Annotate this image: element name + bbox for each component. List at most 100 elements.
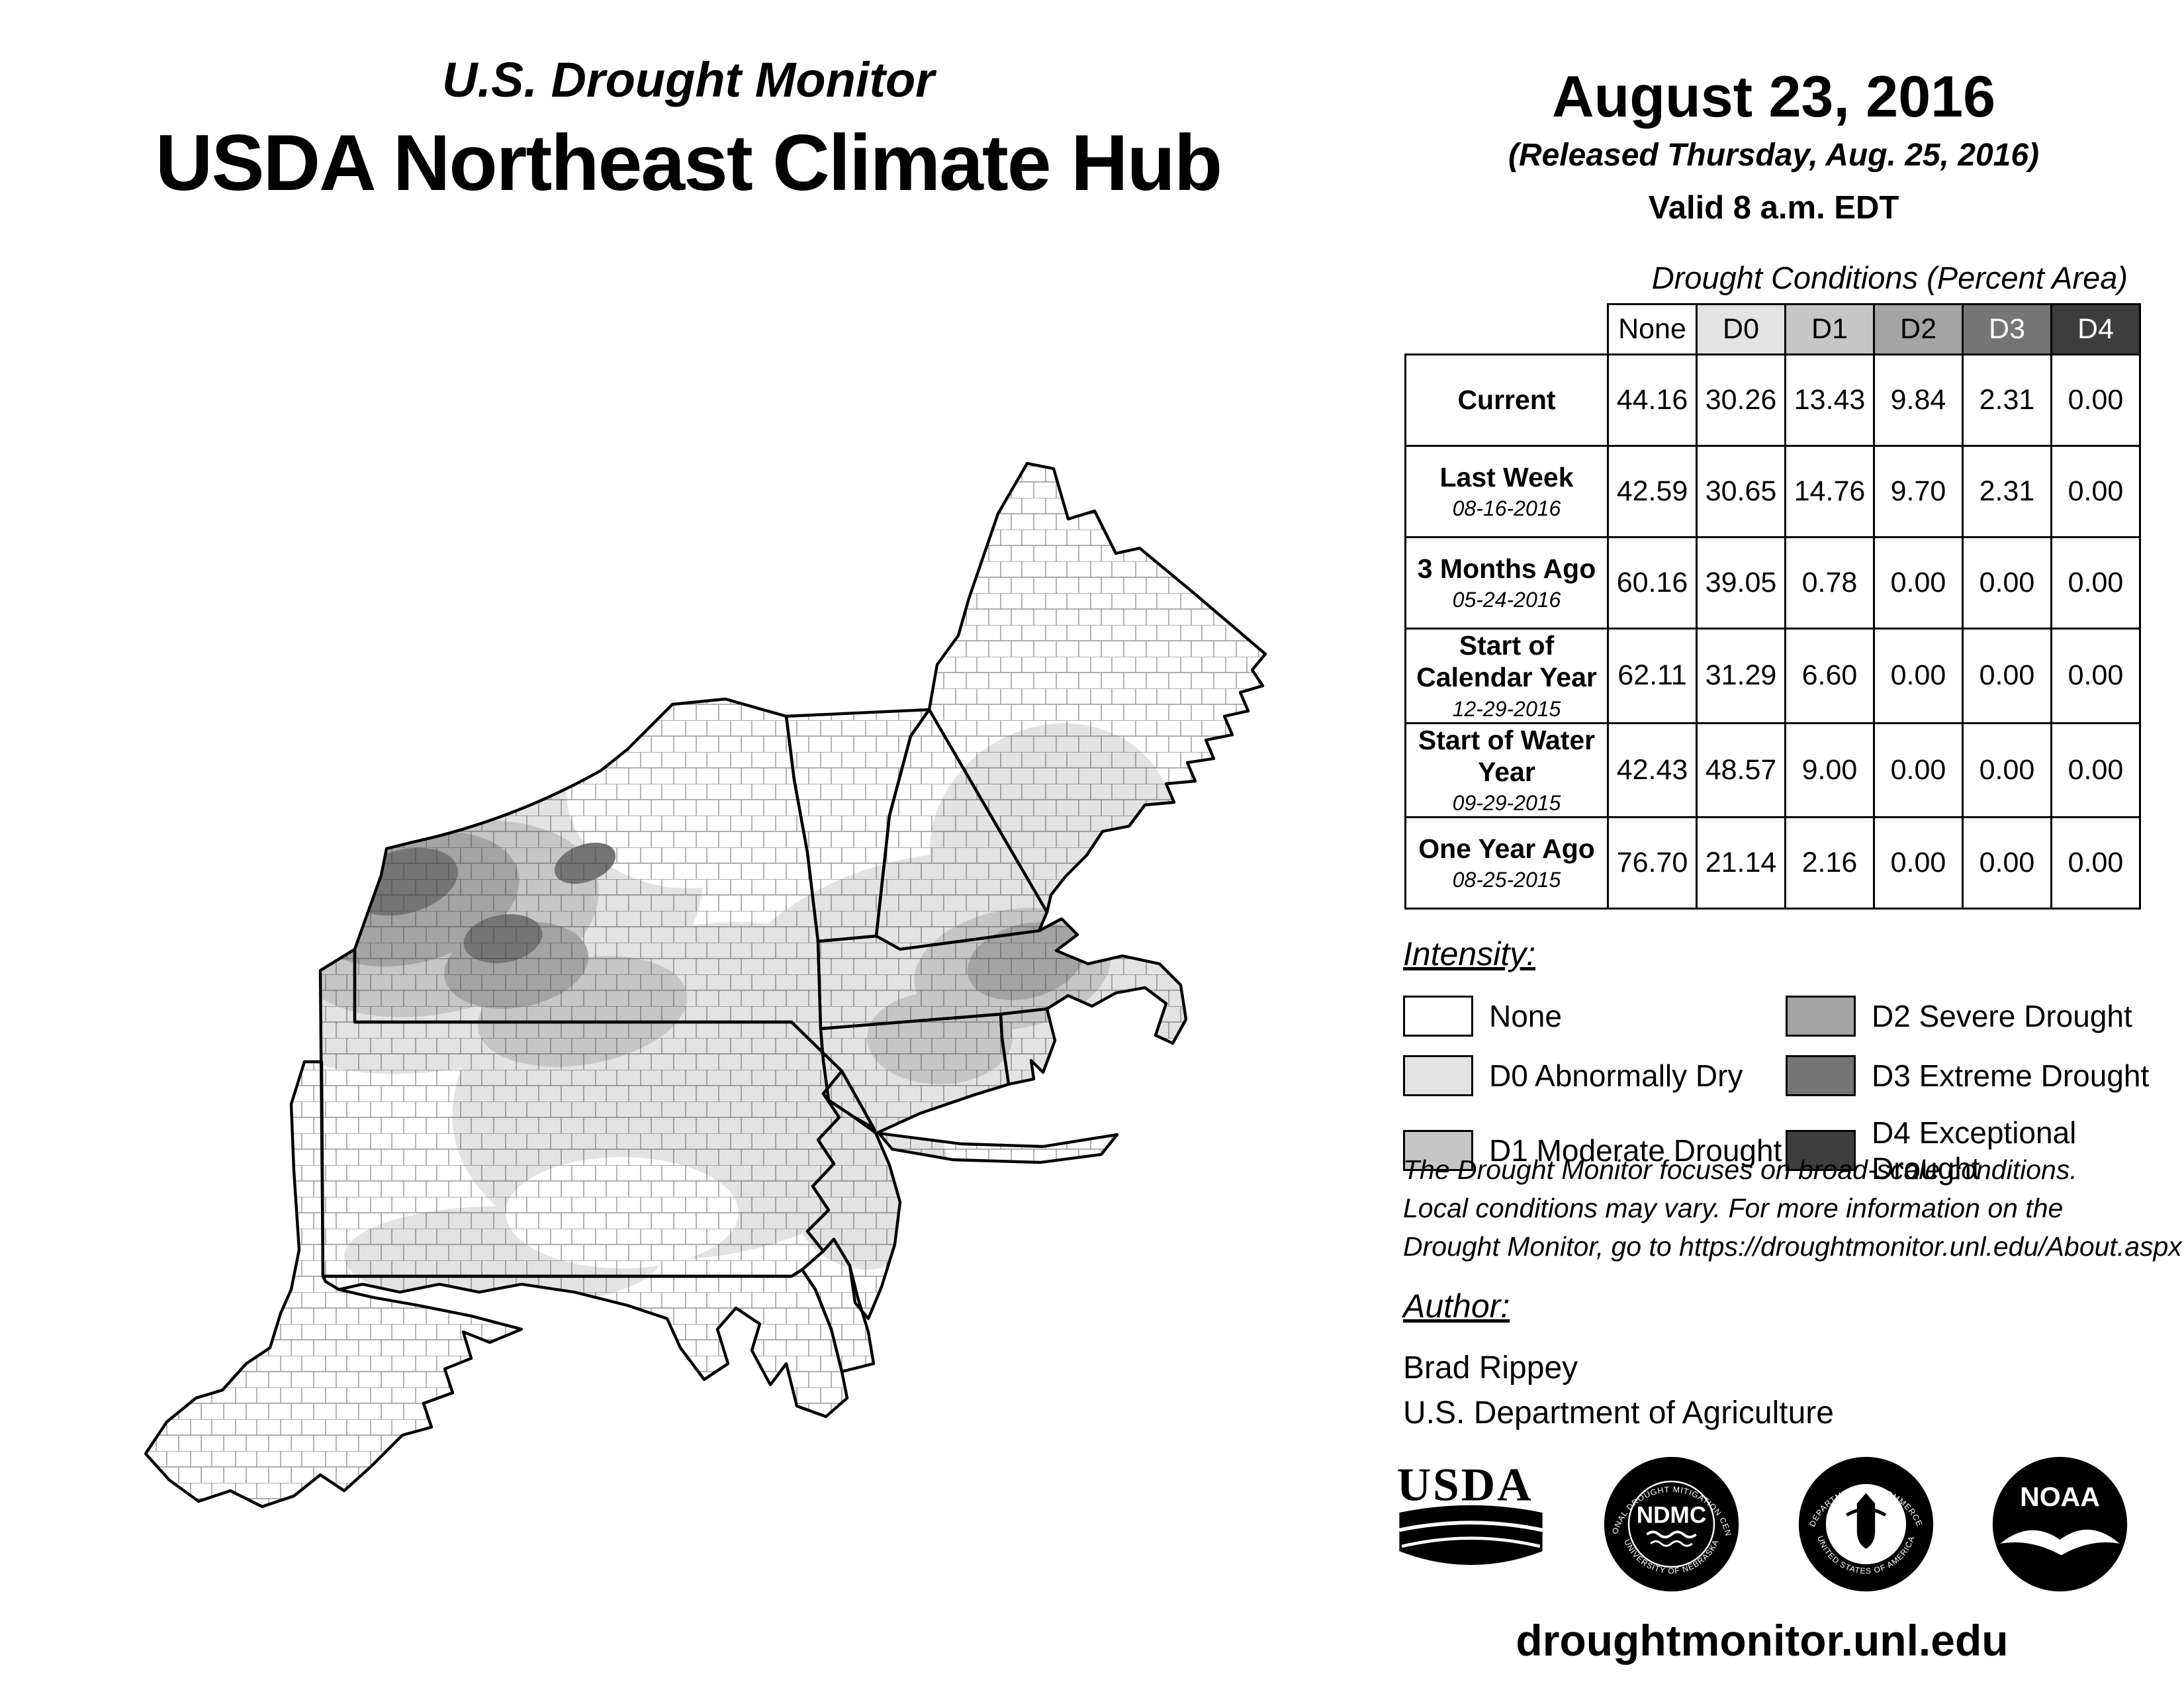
cell: 0.00 <box>2050 628 2141 724</box>
cell: 39.05 <box>1696 536 1786 630</box>
legend-label: D1 Moderate Drought <box>1489 1133 1782 1168</box>
row-label: Start of Calendar Year 12-29-2015 <box>1404 628 1609 724</box>
cell: 9.70 <box>1873 445 1964 538</box>
cell: 2.31 <box>1962 445 2052 538</box>
table-row-start-calendar-year: Start of Calendar Year 12-29-2015 62.11 3… <box>1404 628 2141 724</box>
footer-url: droughtmonitor.unl.edu <box>1516 1616 2009 1665</box>
legend-swatch-d1 <box>1403 1130 1473 1171</box>
table-title: Drought Conditions (Percent Area) <box>1651 260 2128 295</box>
northeast-drought-map <box>66 402 1363 1541</box>
legend-label: None <box>1489 999 1562 1033</box>
cell: 9.00 <box>1784 722 1875 818</box>
drought-map-svg <box>66 402 1363 1541</box>
cell: 44.16 <box>1607 353 1698 447</box>
row-label: Current <box>1404 353 1609 447</box>
legend-item-d2: D2 Severe Drought <box>1786 996 2151 1037</box>
legend-item-d1: D1 Moderate Drought <box>1403 1115 1786 1186</box>
report-region-title: USDA Northeast Climate Hub <box>155 118 1222 207</box>
cell: 0.00 <box>2050 816 2141 910</box>
svg-text:NDMC: NDMC <box>1637 1503 1707 1528</box>
cell: 76.70 <box>1607 816 1698 910</box>
cell: 0.00 <box>2050 445 2141 538</box>
legend-label: D4 Exceptional Drought <box>1872 1115 2077 1186</box>
report-date: August 23, 2016 <box>1551 64 1996 129</box>
noaa-logo: NOAA <box>1992 1456 2128 1592</box>
cell: 0.78 <box>1784 536 1875 630</box>
cell: 0.00 <box>1873 722 1964 818</box>
table-row-last-week: Last Week 08-16-2016 42.59 30.65 14.76 9.… <box>1404 445 2141 538</box>
usda-logo: USDA <box>1397 1458 1543 1565</box>
legend-label: D2 Severe Drought <box>1872 999 2132 1033</box>
cell: 60.16 <box>1607 536 1698 630</box>
cell: 0.00 <box>1962 536 2052 630</box>
commerce-seal: DEPARTMENT OF COMMERCE UNITED STATES OF … <box>1798 1456 1933 1592</box>
ndmc-logo: NATIONAL DROUGHT MITIGATION CENTER UNIVE… <box>1600 1453 1739 1592</box>
cell: 0.00 <box>1962 722 2052 818</box>
col-header-d2: D2 <box>1873 303 1964 355</box>
report-valid-time: Valid 8 a.m. EDT <box>1648 190 1899 226</box>
author-name: Brad Rippey <box>1403 1350 1578 1385</box>
svg-text:USDA: USDA <box>1397 1458 1533 1511</box>
drought-conditions-table: None D0 D1 D2 D3 D4 Current 44.16 30.26 … <box>1404 303 2141 910</box>
report-header-right: August 23, 2016 (Released Thursday, Aug.… <box>1423 63 2124 226</box>
cell: 14.76 <box>1784 445 1875 538</box>
cell: 0.00 <box>2050 536 2141 630</box>
legend-label: D0 Abnormally Dry <box>1489 1058 1743 1093</box>
col-header-d0: D0 <box>1696 303 1786 355</box>
table-row-current: Current 44.16 30.26 13.43 9.84 2.31 0.00 <box>1404 353 2141 447</box>
col-header-d3: D3 <box>1962 303 2052 355</box>
col-header-d4: D4 <box>2050 303 2141 355</box>
eagle-shield-emblem <box>1856 1493 1875 1549</box>
report-release-date: (Released Thursday, Aug. 25, 2016) <box>1508 138 2040 173</box>
legend-item-none: None <box>1403 996 1786 1037</box>
cell: 42.59 <box>1607 445 1698 538</box>
disclaimer-line: Local conditions may vary. For more info… <box>1403 1193 2064 1224</box>
report-header-left: U.S. Drought Monitor USDA Northeast Clim… <box>60 52 1317 209</box>
legend-swatch-d3 <box>1786 1055 1856 1096</box>
cell: 0.00 <box>2050 353 2141 447</box>
disclaimer-line: The Drought Monitor focuses on broad-sca… <box>1403 1154 2077 1185</box>
legend-swatch-d0 <box>1403 1055 1473 1096</box>
report-series-title: U.S. Drought Monitor <box>442 52 934 107</box>
author-org: U.S. Department of Agriculture <box>1403 1395 1834 1431</box>
cell: 30.26 <box>1696 353 1786 447</box>
table-row-one-year-ago: One Year Ago 08-25-2015 76.70 21.14 2.16 … <box>1404 816 2141 910</box>
svg-text:NOAA: NOAA <box>2020 1481 2100 1512</box>
logo-row: USDA NATIONAL DROUGHT MITIGATION CENTER … <box>1393 1453 2131 1595</box>
cell: 0.00 <box>1873 628 1964 724</box>
author-block: Author: Brad Rippey U.S. Department of A… <box>1403 1283 1834 1436</box>
col-header-none: None <box>1607 303 1698 355</box>
cell: 9.84 <box>1873 353 1964 447</box>
row-label: Start of Water Year 09-29-2015 <box>1404 722 1609 818</box>
table-row-3-months-ago: 3 Months Ago 05-24-2016 60.16 39.05 0.78 … <box>1404 536 2141 630</box>
cell: 13.43 <box>1784 353 1875 447</box>
table-header-row: None D0 D1 D2 D3 D4 <box>1405 303 2141 355</box>
legend-swatch-d2 <box>1786 996 1856 1037</box>
legend-label: D3 Extreme Drought <box>1872 1058 2150 1093</box>
seagull-emblem <box>2000 1529 2120 1556</box>
cell: 30.65 <box>1696 445 1786 538</box>
disclaimer: The Drought Monitor focuses on broad-sca… <box>1403 1150 2182 1266</box>
cell: 0.00 <box>1873 816 1964 910</box>
row-label: 3 Months Ago 05-24-2016 <box>1404 536 1609 630</box>
legend-item-d0: D0 Abnormally Dry <box>1403 1055 1786 1096</box>
legend-items: None D2 Severe Drought D0 Abnormally Dry… <box>1403 996 2151 1186</box>
legend-title: Intensity: <box>1403 935 1536 972</box>
cell: 42.43 <box>1607 722 1698 818</box>
table-corner-cell <box>1405 304 1608 355</box>
cell: 2.31 <box>1962 353 2052 447</box>
intensity-legend: Intensity: None D2 Severe Drought D0 Abn… <box>1403 935 2151 1186</box>
legend-item-d4: D4 Exceptional Drought <box>1786 1115 2151 1186</box>
cell: 48.57 <box>1696 722 1786 818</box>
cell: 0.00 <box>1873 536 1964 630</box>
disclaimer-line: Drought Monitor, go to https://droughtmo… <box>1403 1231 2182 1262</box>
cell: 31.29 <box>1696 628 1786 724</box>
cell: 0.00 <box>2050 722 2141 818</box>
legend-item-d3: D3 Extreme Drought <box>1786 1055 2151 1096</box>
table-row-start-water-year: Start of Water Year 09-29-2015 42.43 48.5… <box>1404 722 2141 818</box>
cell: 0.00 <box>1962 816 2052 910</box>
cell: 2.16 <box>1784 816 1875 910</box>
col-header-d1: D1 <box>1784 303 1875 355</box>
row-label: One Year Ago 08-25-2015 <box>1404 816 1609 910</box>
cell: 21.14 <box>1696 816 1786 910</box>
